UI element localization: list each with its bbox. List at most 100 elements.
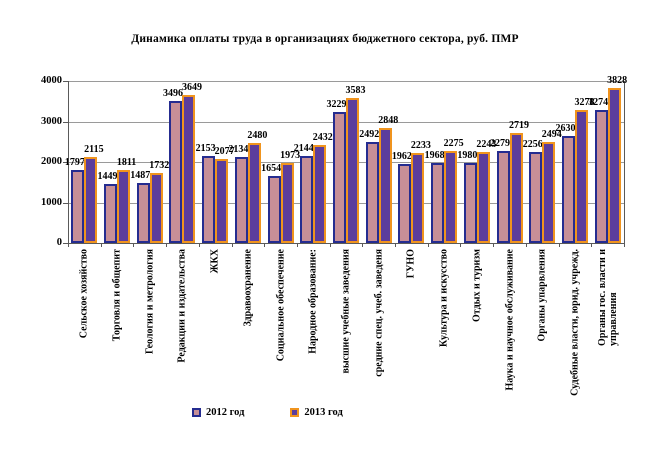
value-label-2013-17: 3828 [607, 75, 628, 86]
value-label-2013-6: 2480 [247, 130, 268, 141]
x-category-label: Отдых и туризм [471, 249, 483, 322]
y-axis-tick-3000 [63, 121, 68, 123]
bar-2013-2 [117, 170, 131, 243]
bar-2013-4 [182, 95, 196, 243]
y-axis-line [68, 81, 69, 243]
value-label-2012-7: 1654 [261, 163, 282, 174]
x-axis-tick [427, 243, 429, 247]
y-axis-tick-4000 [63, 81, 68, 82]
legend-item-2012: 2012 год [192, 407, 244, 418]
bar-2013-7 [280, 163, 294, 243]
value-label-2013-1: 2115 [84, 144, 104, 155]
x-axis-tick [395, 243, 397, 247]
legend-label-2013: 2013 год [304, 407, 343, 418]
value-label-2012-4: 3496 [162, 88, 183, 99]
x-category-label-wrap: Органы гос. власти и управления [597, 249, 619, 351]
value-label-2013-15: 2494 [541, 129, 562, 140]
bar-2013-8 [313, 145, 327, 243]
bar-2013-14 [509, 133, 523, 243]
value-label-2012-16: 2630 [555, 123, 576, 134]
y-axis-label-3000: 3000 [41, 115, 62, 127]
bar-2012-7 [267, 176, 281, 243]
x-axis-tick [329, 243, 331, 247]
x-category-label-wrap: Наука и научное обслуживание [504, 249, 515, 396]
bar-2013-3 [149, 173, 163, 243]
legend-marker-2012-icon [192, 408, 201, 417]
bar-2012-5 [202, 156, 216, 243]
value-label-2013-8: 2432 [312, 132, 333, 143]
x-category-label-wrap: Сельское хозяйство [79, 249, 90, 343]
bar-2013-6 [247, 143, 261, 243]
x-category-label: Органы гос. власти и управления [596, 249, 619, 346]
bar-2013-1 [84, 157, 98, 243]
value-label-2012-8: 2144 [293, 143, 314, 154]
x-category-label-wrap: Геология и метрология [144, 249, 155, 359]
bar-2012-17 [594, 110, 608, 243]
value-label-2012-10: 2492 [359, 129, 380, 140]
x-axis-tick [624, 243, 625, 247]
value-label-2013-14: 2719 [509, 120, 530, 131]
legend: 2012 год 2013 год [192, 407, 343, 418]
x-axis-tick [68, 243, 69, 247]
value-label-2012-14: 2279 [490, 138, 511, 149]
bar-2013-17 [607, 88, 621, 243]
bar-2013-16 [574, 110, 588, 243]
x-axis-tick [133, 243, 135, 247]
x-axis-tick [362, 243, 364, 247]
gridline-4000 [68, 81, 624, 82]
legend-marker-2013-icon [290, 408, 300, 417]
x-category-label-wrap: Народное образование: [308, 249, 319, 359]
bar-2013-10 [378, 128, 392, 243]
x-category-label: Торговля и общепит [111, 249, 123, 342]
value-label-2013-2: 1811 [116, 157, 137, 168]
y-axis-tick-2000 [63, 162, 68, 163]
bar-2012-10 [365, 142, 379, 243]
value-label-2012-9: 3229 [326, 99, 347, 110]
x-category-label-wrap: Отдых и туризм [471, 249, 482, 327]
x-category-label: Судебные власти, юрид. учрежд. [569, 249, 581, 396]
x-category-label: Сельское хозяйство [78, 249, 90, 339]
value-label-2012-5: 2153 [195, 143, 216, 154]
y-axis-label-0: 0 [56, 237, 62, 248]
bar-2013-15 [542, 142, 556, 243]
bar-2013-5 [215, 159, 229, 243]
value-label-2012-17: 3274 [588, 97, 609, 108]
value-label-2012-11: 1962 [391, 151, 412, 162]
value-label-2013-3: 1732 [149, 160, 170, 171]
chart-title: Динамика оплаты труда в организациях бюд… [131, 33, 519, 45]
value-label-2012-15: 2256 [522, 139, 543, 150]
value-label-2012-1: 1797 [64, 157, 85, 168]
value-label-2013-16: 3278 [574, 97, 595, 108]
x-axis-tick [558, 243, 560, 247]
x-category-label-wrap: Здравоохранение [242, 249, 253, 331]
bar-2013-11 [411, 153, 425, 243]
bar-2012-11 [398, 164, 412, 243]
x-category-label-wrap: высшие учебные заведения [341, 249, 352, 379]
x-category-label: ГУНО [405, 249, 417, 279]
value-label-2013-11: 2233 [410, 140, 431, 151]
y-axis-label-2000: 2000 [41, 156, 62, 167]
x-category-label-wrap: ЖКХ [210, 249, 221, 278]
x-axis-tick [591, 243, 593, 247]
bar-2012-2 [104, 184, 118, 243]
x-category-label: Органы упарвления [536, 249, 548, 342]
bar-2012-13 [463, 163, 477, 243]
x-axis-line [68, 243, 625, 244]
x-category-label-wrap: средние спец. учеб. заведеня [373, 249, 384, 382]
bar-2013-9 [346, 98, 359, 243]
bar-2012-14 [496, 151, 510, 243]
x-axis-tick [460, 243, 462, 247]
y-axis-label-4000: 4000 [41, 75, 62, 86]
value-label-2012-3: 1487 [130, 170, 151, 181]
x-axis-tick [100, 243, 102, 247]
x-category-label-wrap: Торговля и общепит [112, 249, 123, 346]
bar-2012-1 [71, 170, 85, 243]
x-category-label: Народное образование: [307, 249, 319, 354]
x-category-label-wrap: Социальное обеспечение [275, 249, 286, 366]
bar-2012-9 [333, 112, 346, 243]
bar-2012-8 [300, 156, 314, 243]
value-label-2013-12: 2275 [443, 138, 464, 149]
x-axis-tick [264, 243, 266, 247]
x-axis-tick [296, 243, 298, 247]
